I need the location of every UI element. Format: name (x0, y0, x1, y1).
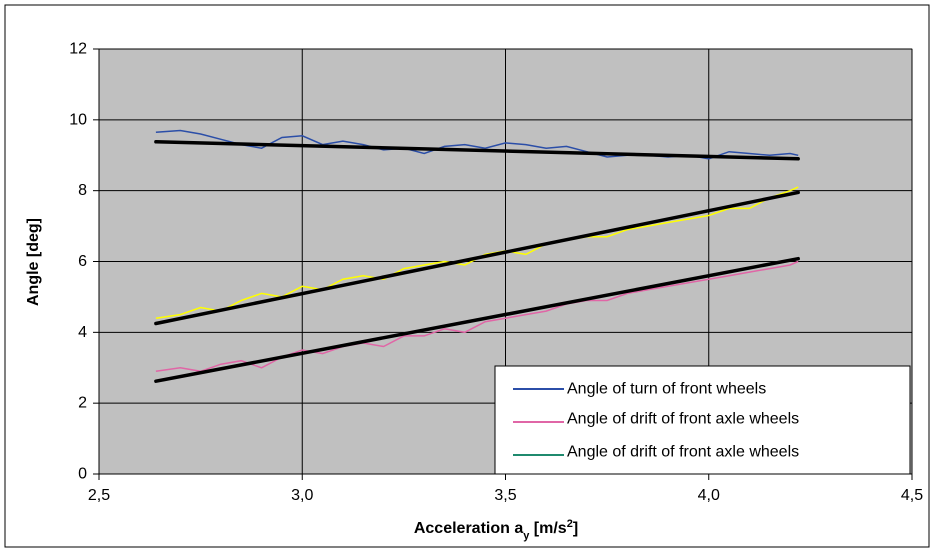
legend-label-0: Angle of turn of front wheels (567, 381, 766, 398)
y-tick-label: 10 (69, 111, 87, 128)
x-tick-labels: 2,5 3,0 3,5 4,0 4,5 (88, 474, 923, 504)
x-tick-label: 2,5 (88, 487, 110, 504)
legend-box (494, 365, 911, 475)
y-tick-labels: 0 2 4 6 8 10 12 (69, 41, 99, 483)
y-tick-label: 4 (78, 324, 87, 341)
x-axis-title-unit: [m/s (529, 520, 566, 537)
x-tick-label: 4,0 (698, 487, 720, 504)
y-axis-title: Angle [deg] (25, 218, 42, 306)
trendline-layer (154, 140, 800, 383)
x-axis-title-subscript: y (523, 530, 530, 542)
series-line-2 (155, 260, 799, 373)
y-tick-label: 6 (78, 253, 87, 270)
x-axis-title-main: Acceleration a (414, 520, 523, 537)
x-tick-label: 3,0 (291, 487, 313, 504)
x-axis-title: Acceleration ay [m/s2] (414, 518, 578, 542)
y-tick-label: 12 (69, 41, 87, 58)
legend-label-2: Angle of drift of front axle wheels (567, 444, 799, 461)
y-tick-label: 2 (78, 395, 87, 412)
y-tick-label: 0 (78, 466, 87, 483)
x-axis-title-unit-close: ] (573, 520, 578, 537)
legend-label-1: Angle of drift of front axle wheels (567, 411, 799, 428)
trendline-1 (154, 190, 800, 326)
y-tick-label: 8 (78, 182, 87, 199)
trendline-2 (154, 256, 800, 383)
x-tick-label: 3,5 (494, 487, 516, 504)
trendline-0 (154, 140, 800, 161)
series-line-1 (155, 186, 799, 319)
x-axis-title-superscript: 2 (567, 518, 573, 530)
legend: Angle of turn of front wheels Angle of d… (494, 365, 911, 475)
x-tick-label: 4,5 (901, 487, 923, 504)
